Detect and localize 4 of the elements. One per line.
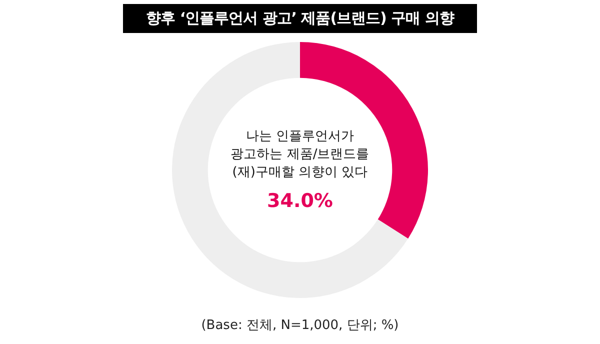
text: (Base: 전체, N=1,000, 단위; %): [200, 317, 400, 334]
chart-title: 향후 ‘인플루언서 광고’ 제품(브랜드) 구매 의향: [123, 4, 477, 33]
slice-label: 나는 인플루언서가 광고하는 제품/브랜드를 (재)구매할 의향이 있다: [230, 128, 370, 182]
data-label: 34.0%: [266, 190, 334, 212]
